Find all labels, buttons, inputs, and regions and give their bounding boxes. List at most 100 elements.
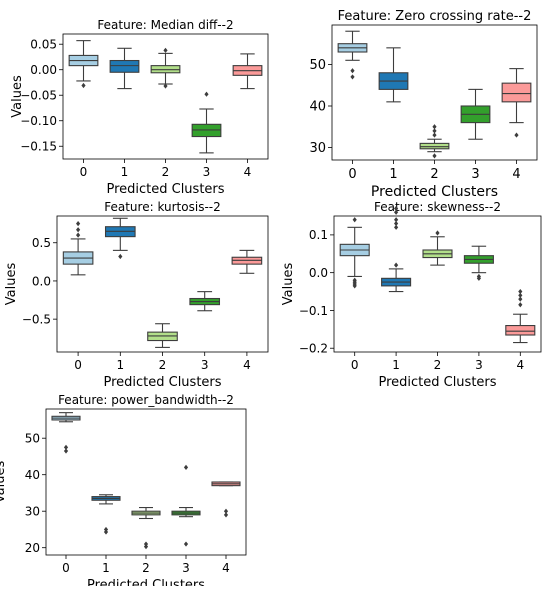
y-tick-label: 0.05 (30, 38, 57, 52)
outlier-point (435, 230, 440, 236)
x-tick-label: 1 (121, 165, 129, 179)
x-tick-label: 0 (351, 358, 359, 372)
x-tick-label: 1 (392, 358, 400, 372)
outlier-point (350, 68, 355, 74)
outlier-point (118, 253, 123, 260)
outlier-point (352, 217, 357, 223)
y-tick-label: 50 (309, 58, 326, 73)
y-tick-label: 30 (25, 505, 40, 519)
x-tick-label: 0 (80, 165, 88, 179)
x-tick-label: 4 (243, 358, 251, 372)
x-axis-label: Predicted Clusters (106, 182, 224, 197)
x-axis-label: Predicted Clusters (378, 375, 496, 390)
panel-title: Feature: skewness--2 (374, 200, 501, 214)
outlier-point (76, 232, 81, 238)
outlier-point (223, 508, 229, 514)
outlier-point (350, 74, 355, 80)
panel-zero-crossing-rate: Feature: Zero crossing rate--2 30 40 50 0 1 2 3… (309, 9, 538, 200)
x-tick-label: 2 (162, 165, 170, 179)
outlier-point (518, 288, 523, 295)
outlier-point (432, 124, 437, 130)
x-tick-label: 2 (434, 358, 442, 372)
y-tick-label: 20 (25, 541, 40, 555)
outlier-point (394, 217, 399, 223)
panel-median-diff: Feature: Median diff--2 −0.15 −0.10 −0.05 0.… (10, 18, 269, 197)
outlier-point (432, 132, 437, 138)
x-tick-label: 4 (222, 561, 230, 575)
x-tick-label: 3 (201, 358, 209, 372)
y-axis-label: Values (281, 263, 296, 306)
panel-title: Feature: Zero crossing rate--2 (338, 9, 532, 24)
x-axis-label: Predicted Clusters (87, 578, 205, 586)
outlier-point (63, 448, 69, 454)
x-tick-label: 0 (62, 561, 70, 575)
box-cluster-4 (501, 82, 532, 103)
outlier-point (352, 283, 357, 289)
panel-title: Feature: power_bandwidth--2 (58, 393, 234, 407)
x-tick-label: 3 (475, 358, 483, 372)
x-tick-label: 1 (389, 167, 397, 182)
outlier-point (63, 444, 69, 450)
outlier-point (432, 153, 437, 159)
y-tick-label: 0.0 (309, 266, 328, 280)
y-tick-label: 0.00 (30, 63, 57, 77)
y-tick-label: 0.1 (309, 228, 328, 242)
x-tick-label: 1 (116, 358, 124, 372)
y-tick-label: −0.15 (20, 140, 57, 154)
x-tick-label: 3 (471, 167, 479, 182)
outlier-point (432, 128, 437, 134)
x-tick-label: 4 (516, 358, 524, 372)
y-axis-label: Values (0, 461, 8, 504)
y-tick-label: −0.1 (299, 304, 328, 318)
x-tick-label: 0 (348, 167, 356, 182)
outlier-point (518, 302, 523, 308)
outlier-point (143, 544, 149, 550)
x-tick-label: 1 (102, 561, 110, 575)
panel-skewness: Feature: skewness--2 −0.2 −0.1 0.0 0.1 0 1 2 3 4 P… (281, 200, 542, 390)
x-tick-label: 2 (430, 167, 438, 182)
y-tick-label: 40 (25, 468, 40, 482)
box-cluster-2 (419, 142, 450, 150)
y-tick-label: 30 (309, 141, 326, 156)
outlier-point (163, 47, 168, 53)
outlier-point (476, 275, 481, 281)
x-tick-label: 2 (159, 358, 167, 372)
y-tick-label: 40 (309, 100, 326, 115)
panel-title: Feature: kurtosis--2 (104, 200, 221, 214)
x-axis-label: Predicted Clusters (371, 184, 498, 200)
outlier-point (76, 227, 81, 233)
y-axis-label: Values (10, 75, 25, 118)
outlier-point (394, 224, 399, 230)
x-tick-label: 4 (244, 165, 252, 179)
outlier-point (183, 541, 189, 547)
outlier-point (514, 132, 519, 138)
y-axis-label: Values (4, 263, 19, 306)
y-tick-label: 0.0 (32, 274, 51, 288)
y-tick-label: −0.10 (20, 114, 57, 128)
outlier-point (103, 529, 109, 535)
y-tick-label: −0.5 (22, 312, 51, 326)
outlier-point (163, 83, 168, 89)
outlier-point (81, 82, 86, 89)
outlier-point (394, 205, 399, 212)
x-axis-label: Predicted Clusters (103, 375, 221, 390)
outlier-point (76, 221, 81, 227)
outlier-point (183, 464, 189, 470)
panel-power-bandwidth: Feature: power_bandwidth--2 20 30 40 50 0 1 2 3 4… (0, 393, 247, 590)
outlier-point (518, 292, 523, 298)
outlier-point (394, 220, 399, 227)
outlier-point (204, 91, 209, 97)
panel-title: Feature: Median diff--2 (97, 18, 233, 32)
x-tick-label: 4 (512, 167, 520, 182)
y-tick-label: −0.2 (299, 342, 328, 356)
y-tick-label: 50 (25, 432, 40, 446)
x-tick-label: 0 (74, 358, 82, 372)
x-tick-label: 3 (182, 561, 190, 575)
outlier-point (223, 512, 229, 518)
outlier-point (394, 262, 399, 268)
box-cluster-4 (505, 325, 536, 336)
box-cluster-1 (109, 59, 140, 73)
y-tick-label: 0.5 (32, 236, 51, 250)
